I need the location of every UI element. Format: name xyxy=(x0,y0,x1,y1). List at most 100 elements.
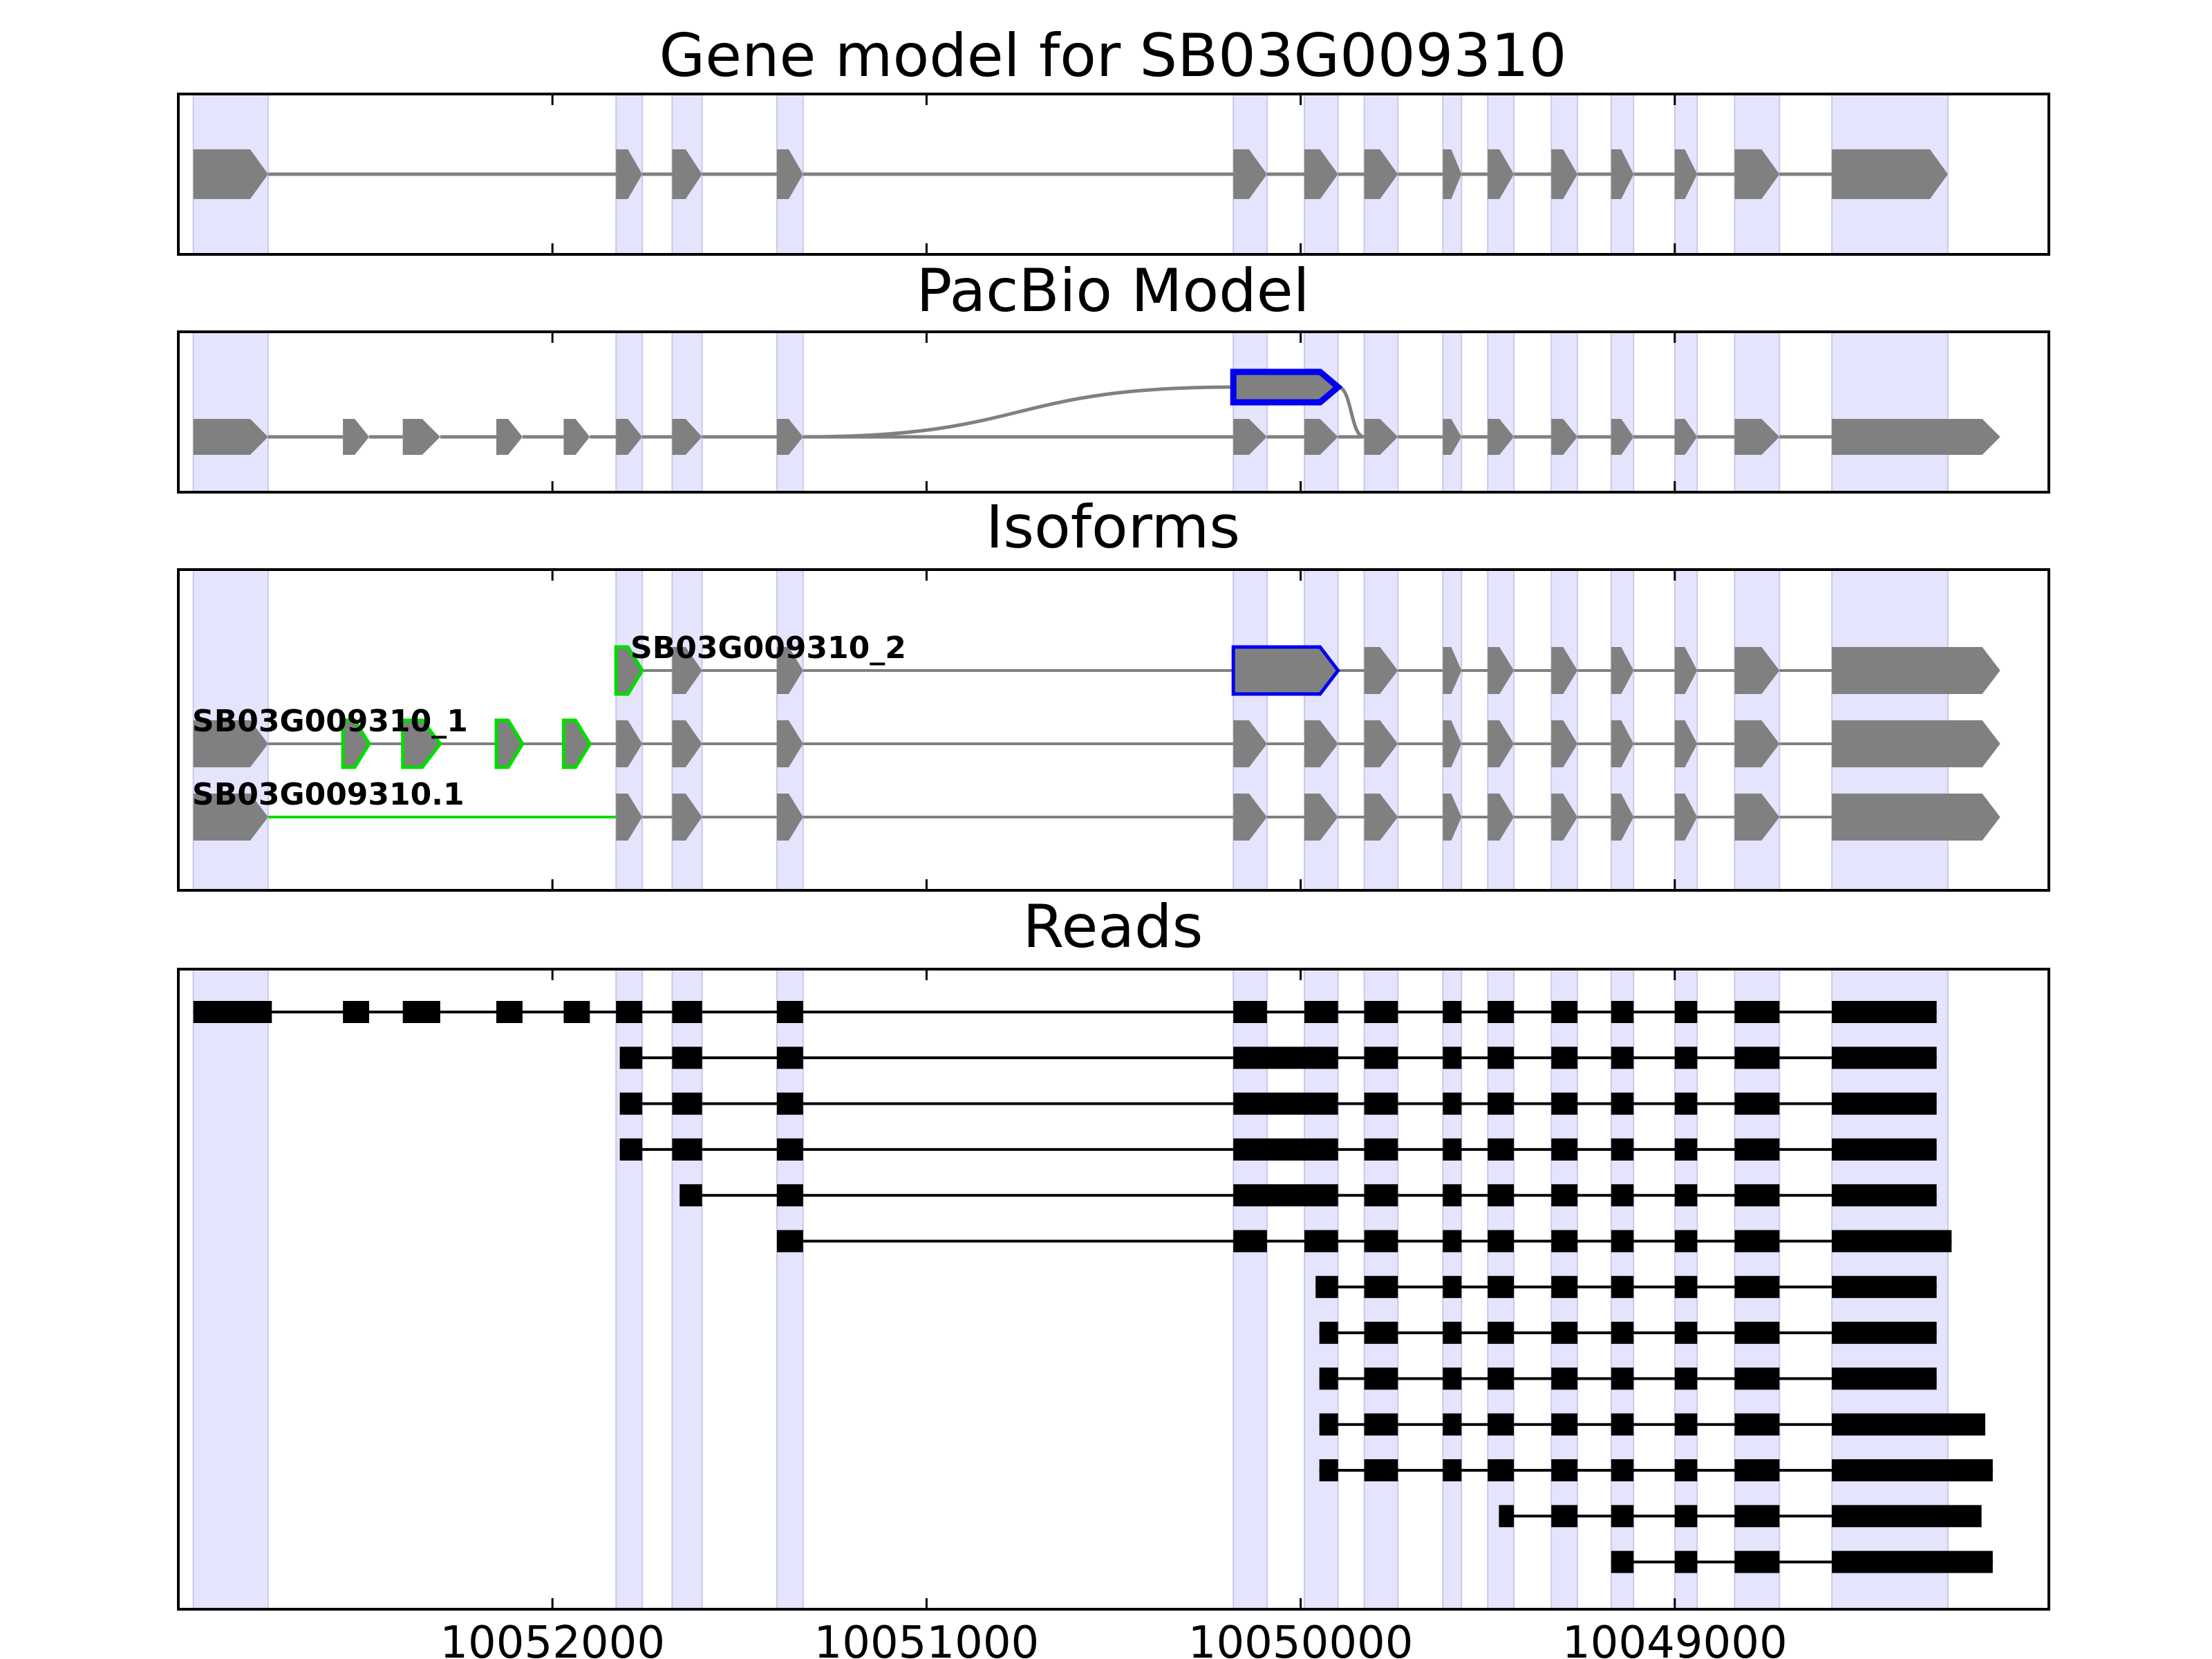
isoform-exon xyxy=(1674,794,1698,841)
read-block xyxy=(776,1184,803,1207)
isoform-exon xyxy=(776,794,803,841)
pacbio-exon xyxy=(1304,419,1338,455)
exon-highlight-band xyxy=(192,968,269,1610)
read-block xyxy=(1832,1322,1937,1344)
read-block xyxy=(1734,1550,1780,1573)
read-block xyxy=(1734,1367,1780,1390)
read-block xyxy=(1364,1047,1398,1069)
pacbio-exon xyxy=(1611,419,1634,455)
read-block xyxy=(776,1092,803,1115)
read-block xyxy=(1734,1322,1780,1344)
gene-model-exon xyxy=(1364,149,1398,199)
read-block xyxy=(1319,1322,1338,1344)
pacbio-exon xyxy=(1443,419,1462,455)
isoform-novel-exon xyxy=(341,718,371,769)
read-block xyxy=(1488,1092,1515,1115)
read-block xyxy=(1443,1275,1462,1298)
pacbio-exon xyxy=(776,419,803,455)
isoform-alt-exon xyxy=(1231,645,1340,696)
isoform-exon xyxy=(1734,794,1780,841)
read-block xyxy=(1611,1505,1634,1528)
isoform-label-sb03g009310-1: SB03G009310_1 xyxy=(192,704,468,739)
read-block xyxy=(1611,1367,1634,1390)
exon-highlight-band xyxy=(1734,331,1781,493)
gene-model-track xyxy=(193,149,1948,199)
read-block xyxy=(1364,1275,1398,1298)
gene-model-exon xyxy=(1443,149,1462,199)
read-block xyxy=(1443,1322,1462,1344)
isoform-exon xyxy=(616,794,643,841)
isoform-exon xyxy=(1488,647,1515,694)
read-block xyxy=(672,1001,702,1023)
exon-highlight-band xyxy=(192,331,269,493)
read-block xyxy=(1832,1138,1937,1161)
exon-highlight-band xyxy=(776,331,804,493)
read-block xyxy=(1443,1230,1462,1253)
exon-highlight-band xyxy=(671,968,703,1610)
gene-model-frame xyxy=(177,93,2050,256)
read-block xyxy=(1674,1459,1698,1481)
gene-model-ticks xyxy=(551,94,1676,254)
pacbio-exon xyxy=(343,419,369,455)
read-block xyxy=(1611,1047,1634,1069)
read-block xyxy=(1551,1459,1578,1481)
read-block xyxy=(1734,1184,1780,1207)
read-block xyxy=(1551,1367,1578,1390)
pacbio-exon xyxy=(402,419,440,455)
read-block xyxy=(1611,1459,1634,1481)
read-block xyxy=(1734,1459,1780,1481)
read-block xyxy=(1832,1275,1937,1298)
isoform-exon xyxy=(1488,794,1515,841)
read-block xyxy=(1488,1184,1515,1207)
read-block xyxy=(1304,1001,1338,1023)
read-block xyxy=(1832,1047,1937,1069)
read-block xyxy=(1364,1092,1398,1115)
isoform-exon xyxy=(1551,794,1578,841)
isoform-exon xyxy=(1364,647,1398,694)
read-block xyxy=(776,1047,803,1069)
read-block xyxy=(619,1138,643,1161)
read-block xyxy=(1674,1367,1698,1390)
pacbio-exon xyxy=(1674,419,1698,455)
read-block xyxy=(1551,1047,1578,1069)
read-block xyxy=(1674,1138,1698,1161)
exon-highlight-band xyxy=(1363,331,1399,493)
read-block xyxy=(672,1047,702,1069)
read-block xyxy=(679,1184,702,1207)
read-block xyxy=(1674,1230,1698,1253)
read-block xyxy=(1674,1092,1698,1115)
read-block xyxy=(1832,1367,1937,1390)
isoform-exon xyxy=(672,720,702,767)
exon-highlight-band xyxy=(1550,331,1579,493)
isoform-exon xyxy=(1832,794,2000,841)
read-block xyxy=(1443,1413,1462,1436)
exon-highlight-band xyxy=(1831,331,1949,493)
read-block xyxy=(1674,1505,1698,1528)
isoform-exon xyxy=(1611,794,1634,841)
read-block xyxy=(1832,1459,1993,1481)
isoform-exon xyxy=(1674,720,1698,767)
isoform-exon xyxy=(1233,720,1267,767)
isoform-exon xyxy=(1551,720,1578,767)
read-block xyxy=(1674,1184,1698,1207)
read-block xyxy=(1488,1322,1515,1344)
gene-model-exon xyxy=(193,149,268,199)
pacbio-alt-splice-curve xyxy=(1337,385,1365,439)
read-block xyxy=(1443,1184,1462,1207)
read-block xyxy=(1832,1230,1952,1253)
read-block xyxy=(672,1092,702,1115)
read-block xyxy=(343,1001,370,1023)
read-block xyxy=(1364,1367,1398,1390)
isoform-exon xyxy=(1488,720,1515,767)
read-block xyxy=(1551,1322,1578,1344)
read-block xyxy=(402,1001,440,1023)
pacbio-exon xyxy=(616,419,643,455)
read-block xyxy=(1364,1184,1398,1207)
read-block xyxy=(1674,1322,1698,1344)
isoform-exon xyxy=(1674,647,1698,694)
pacbio-exon xyxy=(1734,419,1780,455)
read-block xyxy=(1488,1367,1515,1390)
reads-ticks xyxy=(551,969,1676,1609)
pacbio-exon xyxy=(1364,419,1398,455)
read-block xyxy=(1832,1001,1937,1023)
